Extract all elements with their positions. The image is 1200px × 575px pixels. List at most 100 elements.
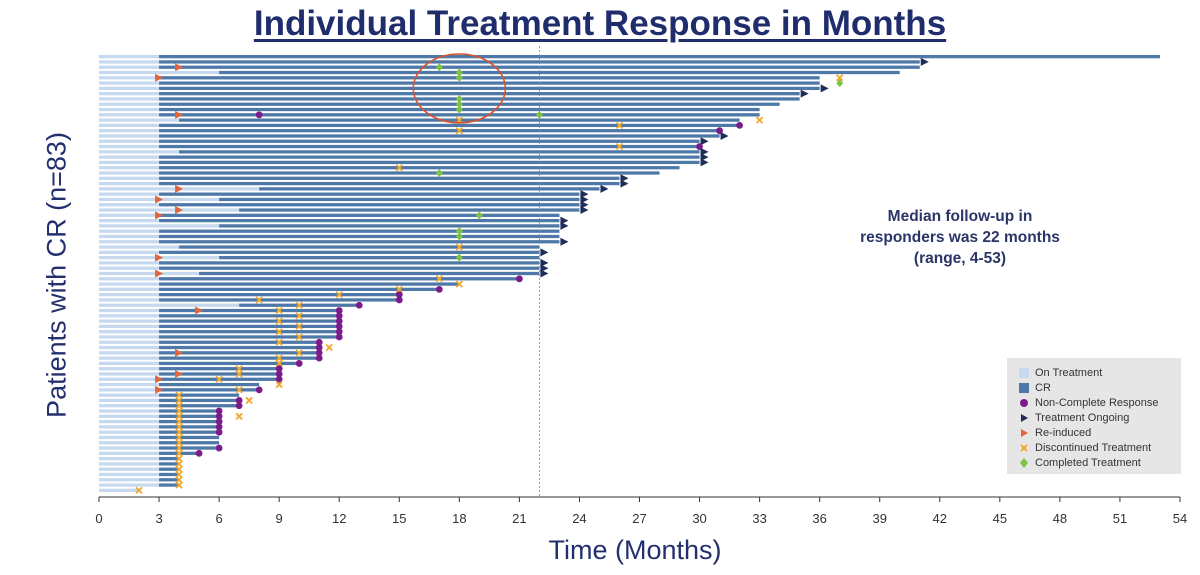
re-induced-marker	[175, 110, 184, 119]
on-treatment-bar	[99, 55, 160, 59]
cr-bar	[199, 271, 540, 276]
cr-bar	[159, 335, 340, 339]
legend-diamond-icon	[1020, 458, 1028, 468]
x-tick-label: 54	[1173, 511, 1187, 526]
on-treatment-bar	[99, 234, 160, 239]
cr-bar	[159, 171, 660, 175]
cr-bar	[159, 414, 220, 418]
on-treatment-bar	[99, 97, 160, 101]
on-treatment-bar	[99, 166, 160, 170]
discontinued-marker	[175, 454, 183, 463]
discontinued-marker	[615, 142, 624, 151]
discontinued-marker	[235, 370, 243, 378]
re-induced-marker	[175, 369, 184, 378]
cr-bar	[159, 372, 280, 376]
discontinued-marker	[175, 433, 183, 442]
non-complete-response-marker	[315, 354, 323, 362]
on-treatment-bar	[99, 425, 160, 429]
cr-bar	[159, 139, 700, 143]
non-complete-response-marker	[195, 449, 203, 457]
on-treatment-bar	[99, 224, 220, 228]
on-treatment-bar	[99, 213, 160, 217]
completed-treatment-marker	[455, 94, 463, 103]
treatment-ongoing-marker	[700, 158, 709, 167]
cr-bar	[159, 261, 540, 265]
cr-bar	[159, 483, 180, 487]
non-complete-response-marker	[315, 344, 323, 351]
completed-treatment-marker	[455, 100, 463, 109]
on-treatment-bar	[99, 324, 160, 329]
treatment-ongoing-marker	[920, 57, 929, 66]
treatment-ongoing-marker	[540, 264, 549, 273]
treatment-ongoing-marker	[560, 237, 569, 246]
legend-item-re-induced: Re-induced	[1017, 426, 1091, 440]
discontinued-marker	[175, 481, 183, 489]
on-treatment-bar	[99, 92, 160, 96]
on-treatment-bar	[99, 123, 160, 128]
on-treatment-bar	[99, 266, 160, 270]
completed-treatment-marker	[836, 79, 844, 88]
discontinued-marker	[175, 417, 183, 426]
non-complete-response-marker	[215, 412, 223, 420]
discontinued-marker	[295, 322, 303, 331]
completed-treatment-marker	[455, 253, 463, 262]
cr-bar	[159, 81, 820, 85]
non-complete-response-marker	[235, 397, 243, 404]
discontinued-marker	[295, 312, 303, 320]
discontinued-marker	[175, 476, 183, 484]
on-treatment-bar	[99, 478, 160, 482]
legend-circle-icon	[1020, 399, 1028, 407]
on-treatment-bar	[99, 144, 160, 149]
cr-bar	[159, 176, 620, 180]
cr-bar	[159, 277, 520, 281]
non-complete-response-marker	[335, 317, 343, 325]
cr-bar	[159, 430, 220, 434]
cr-bar	[159, 155, 700, 159]
cr-bar	[159, 356, 320, 360]
cr-bar	[159, 367, 280, 371]
x-tick-label: 6	[215, 511, 222, 526]
on-treatment-bar	[99, 171, 160, 175]
cr-bar	[159, 467, 180, 471]
on-treatment-bar	[99, 203, 160, 207]
on-treatment-bar	[99, 139, 160, 143]
legend-arrow-icon	[1021, 429, 1028, 437]
non-complete-response-marker	[215, 418, 223, 425]
legend-swatch-on-treatment	[1019, 368, 1029, 378]
non-complete-response-marker	[355, 301, 363, 309]
chart-legend: On Treatment CR Non-Complete Response Tr…	[1007, 358, 1181, 474]
cr-bar	[159, 113, 760, 117]
discontinued-marker	[215, 375, 223, 383]
cr-bar	[159, 203, 580, 207]
treatment-ongoing-marker	[580, 190, 589, 199]
treatment-ongoing-marker	[800, 89, 809, 98]
cr-bar	[159, 86, 820, 91]
cr-bar	[159, 409, 220, 413]
on-treatment-bar	[99, 372, 160, 376]
on-treatment-bar	[99, 107, 160, 112]
cr-bar	[159, 287, 440, 292]
on-treatment-bar	[99, 308, 160, 313]
legend-cross-icon	[1020, 444, 1028, 452]
non-complete-response-marker	[736, 122, 743, 129]
on-treatment-bar	[99, 398, 160, 403]
cr-bar	[159, 55, 1160, 59]
on-treatment-bar	[99, 65, 160, 69]
discontinued-marker	[175, 391, 183, 399]
on-treatment-bar	[99, 356, 160, 360]
discontinued-marker	[175, 423, 183, 431]
on-treatment-bar	[99, 229, 160, 233]
non-complete-response-marker	[215, 444, 223, 452]
treatment-ongoing-marker	[540, 269, 549, 278]
on-treatment-bar	[99, 419, 160, 424]
cr-bar	[159, 419, 220, 424]
non-complete-response-marker	[335, 322, 343, 330]
on-treatment-bar	[99, 250, 160, 254]
on-treatment-bar	[99, 129, 160, 133]
discontinued-marker	[175, 465, 183, 473]
on-treatment-bar	[99, 472, 160, 477]
treatment-ongoing-marker	[620, 179, 629, 188]
cr-bar	[159, 92, 800, 96]
re-induced-marker	[175, 348, 184, 357]
cr-bar	[159, 134, 720, 138]
